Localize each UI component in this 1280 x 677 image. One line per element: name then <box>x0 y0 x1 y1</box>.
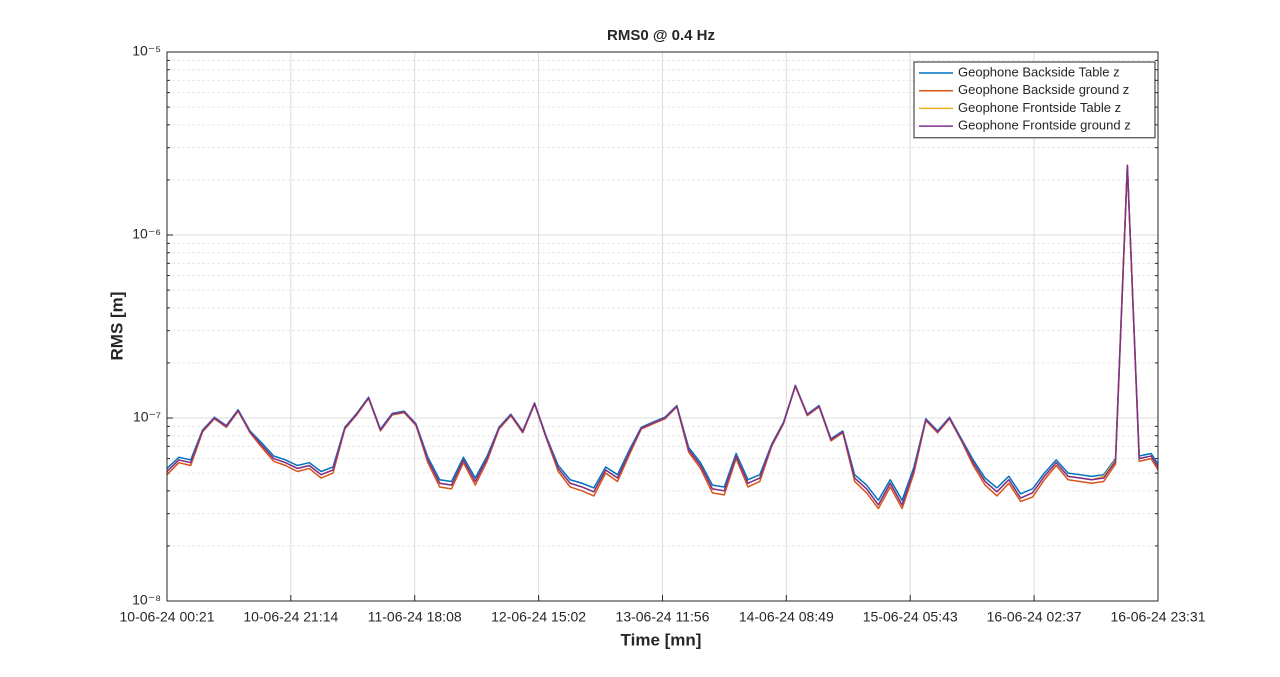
x-tick-label: 12-06-24 15:02 <box>491 609 586 625</box>
y-tick-label: 10⁻⁵ <box>132 43 161 59</box>
axes-box <box>166 51 1159 602</box>
x-tick-label: 14-06-24 08:49 <box>739 609 834 625</box>
y-tick-label: 10⁻⁷ <box>133 409 161 425</box>
y-tick-label: 10⁻⁶ <box>132 226 161 242</box>
x-tick-label: 11-06-24 18:08 <box>368 609 462 625</box>
x-axis-label: Time [mn] <box>621 630 702 649</box>
x-tick-label: 13-06-24 11:56 <box>616 609 710 625</box>
x-tick-label: 16-06-24 02:37 <box>987 609 1082 625</box>
labels: 10⁻⁸ 10⁻⁷ 10⁻⁶ 10⁻⁵ 10-06-24 00:21 10-06-24 2… <box>120 43 1206 625</box>
legend-label: Geophone Frontside ground z <box>958 118 1131 133</box>
legend-box <box>913 61 1156 139</box>
x-tick-label: 10-06-24 21:14 <box>243 609 338 625</box>
legend-label: Geophone Backside ground z <box>958 82 1129 97</box>
y-tick-label: 10⁻⁸ <box>132 592 161 608</box>
legend: Geophone Backside Table z Geophone Backsi… <box>913 61 1156 139</box>
series-line <box>166 164 1159 506</box>
x-tick-label: 10-06-24 00:21 <box>120 609 215 625</box>
x-tick-label: 15-06-24 05:43 <box>863 609 958 625</box>
chart-title: RMS0 @ 0.4 Hz <box>607 27 715 44</box>
lines <box>166 164 1159 510</box>
x-tick-label: 16-06-24 23:31 <box>1111 609 1206 625</box>
legend-label: Geophone Backside Table z <box>958 64 1120 79</box>
y-axis-label: RMS [m] <box>107 292 126 361</box>
legend-label: Geophone Frontside Table z <box>958 100 1121 115</box>
